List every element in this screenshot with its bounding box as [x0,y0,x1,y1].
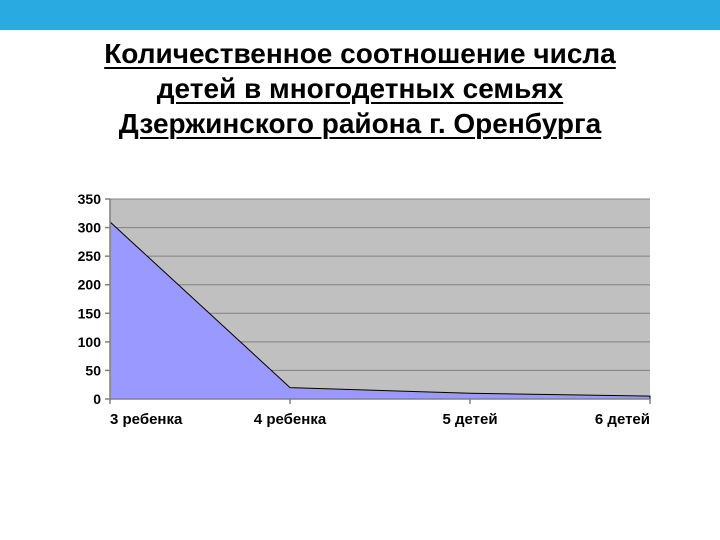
ytick-label: 350 [78,191,102,207]
ytick-label: 300 [78,220,102,236]
xtick-label: 5 детей [442,411,497,428]
chart-svg: 0 50 100 150 200 250 300 350 3 ребенка 4 ребенка 5… [50,189,670,449]
xtick-label: 4 ребенка [254,411,327,428]
ytick-label: 150 [78,305,102,321]
ytick-label: 100 [78,334,102,350]
xtick-label: 6 детей [595,411,650,428]
ytick-label: 200 [78,277,102,293]
slide-title: Количественное соотношение числа детей в… [0,30,720,149]
xtick-label: 3 ребенка [110,411,183,428]
title-line-2: детей в многодетных семьях [157,73,563,104]
area-chart: 0 50 100 150 200 250 300 350 3 ребенка 4 ребенка 5… [50,189,670,449]
title-line-1: Количественное соотношение числа [104,38,616,69]
ytick-label: 250 [78,248,102,264]
ytick-label: 0 [93,391,101,407]
top-accent-bar [0,0,720,30]
ytick-label: 50 [85,362,101,378]
title-text: Количественное соотношение числа детей в… [20,36,700,141]
title-line-3: Дзержинского района г. Оренбурга [119,108,601,139]
